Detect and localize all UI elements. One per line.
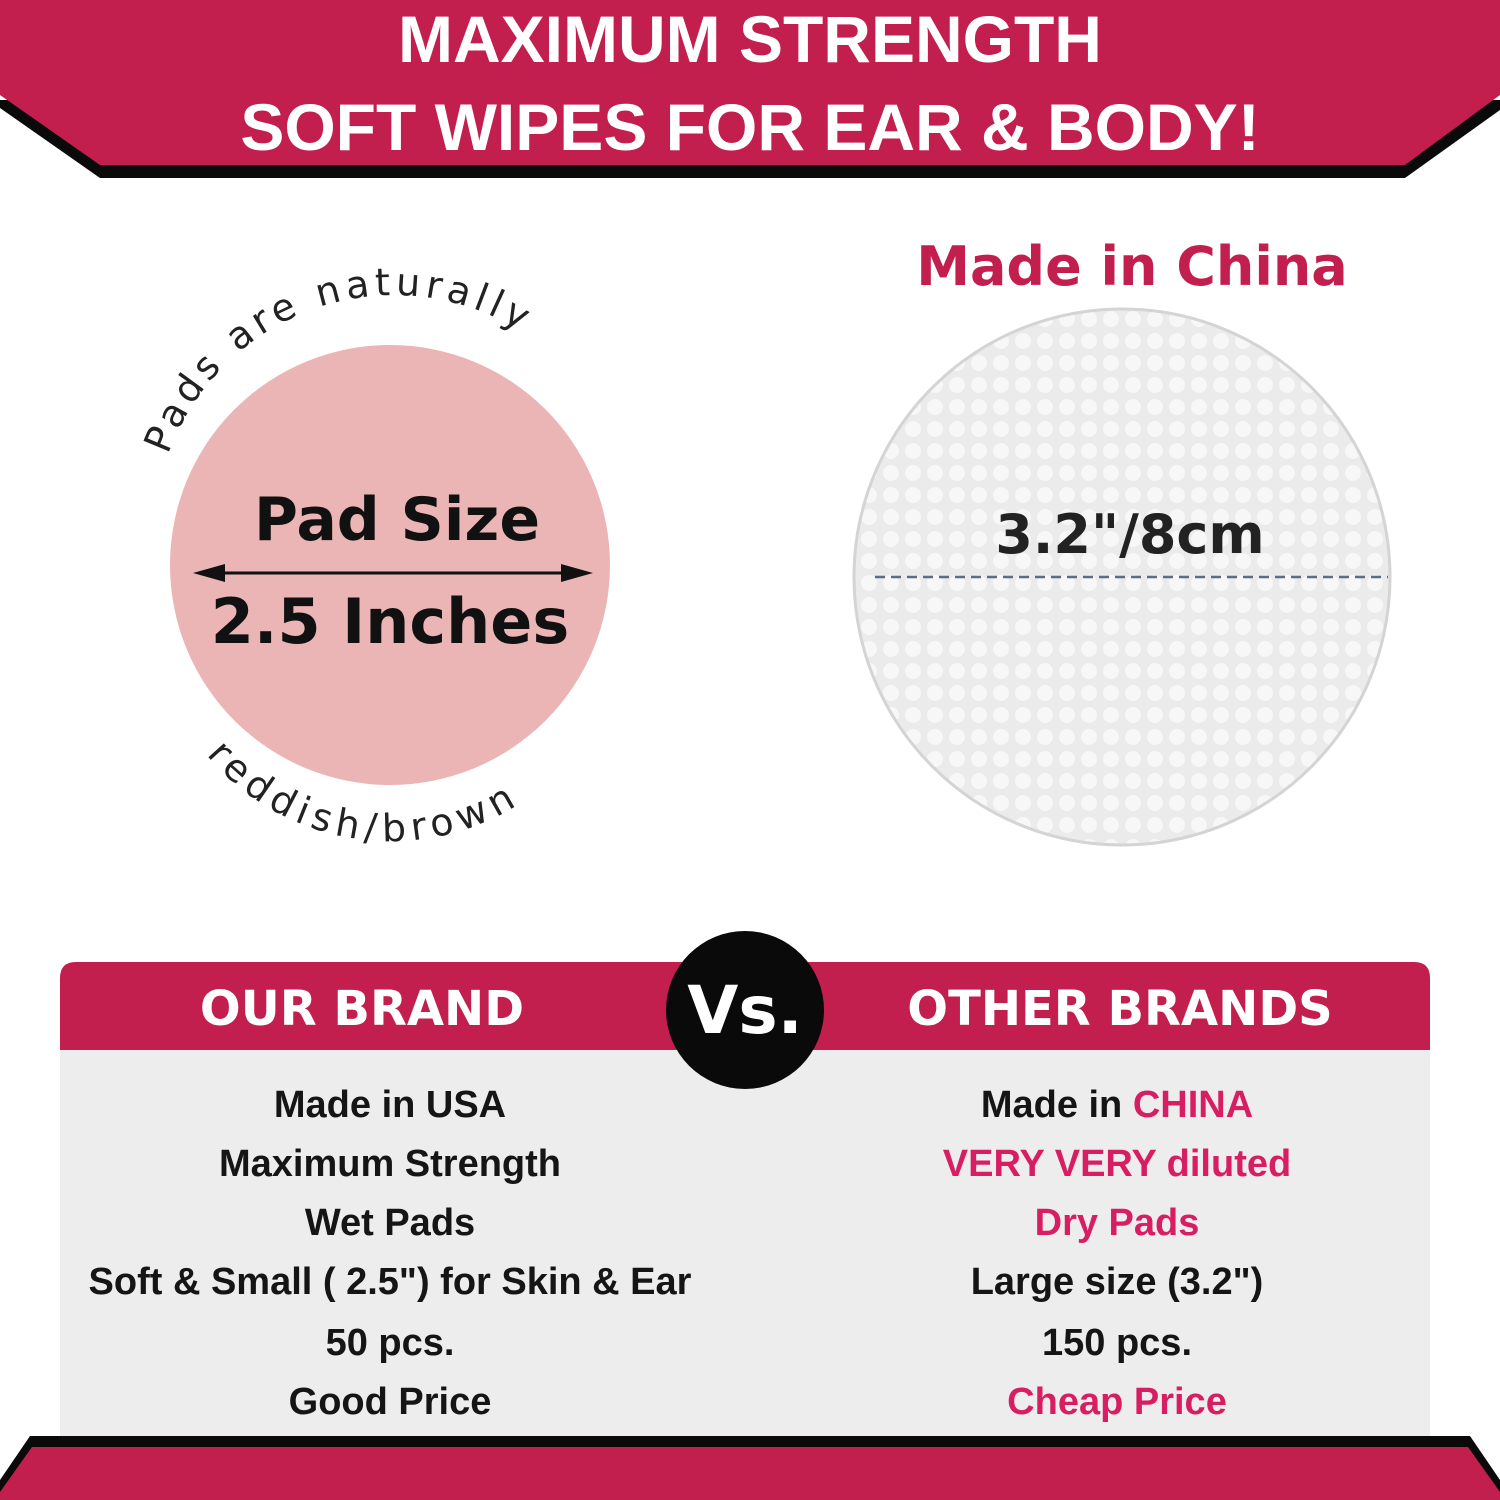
our-brand-row: 50 pcs.	[325, 1322, 455, 1364]
banner-line-1: MAXIMUM STRENGTH	[398, 2, 1102, 76]
our-brand-header: OUR BRAND	[200, 981, 524, 1037]
other-brand-row: Cheap Price	[717, 1379, 1500, 1425]
our-brand-row: Maximum Strength	[218, 1143, 562, 1185]
other-brand-row: Made in CHINA	[717, 1082, 1500, 1128]
other-brand-row: Large size (3.2")	[717, 1259, 1500, 1305]
pad-size-value: 2.5 Inches	[211, 585, 569, 658]
row-text: Large size (3.2")	[970, 1261, 1264, 1303]
comparison-body	[60, 1050, 1430, 1436]
other-brand-row: 150 pcs.	[717, 1320, 1500, 1366]
other-pad-size: 3.2"/8cm	[995, 503, 1264, 566]
vs-badge	[666, 931, 824, 1089]
arrow-head-right	[561, 564, 593, 582]
vs-label: Vs.	[687, 972, 802, 1049]
banner-background	[0, 0, 1500, 165]
our-brand-row: Good Price	[288, 1381, 492, 1423]
row-highlight: CHINA	[1132, 1084, 1254, 1126]
our-brand-row: Made in USA	[273, 1084, 507, 1126]
banner-line-2: SOFT WIPES FOR EAR & BODY!	[240, 90, 1259, 164]
row-text: 150 pcs.	[1042, 1322, 1192, 1364]
other-brand-row: Dry Pads	[717, 1200, 1500, 1246]
pad-size-label: Pad Size	[254, 485, 540, 555]
our-brand-row: Soft & Small ( 2.5") for Skin & Ear	[88, 1261, 692, 1303]
arrow-head-left	[193, 564, 225, 582]
other-pad-title: Made in China	[916, 235, 1347, 298]
other-brand-row: VERY VERY diluted	[717, 1141, 1500, 1187]
row-highlight: Dry Pads	[1034, 1202, 1200, 1244]
row-text: Made in	[980, 1084, 1133, 1126]
our-brand-row: Wet Pads	[304, 1202, 476, 1244]
other-brands-header: OTHER BRANDS	[907, 981, 1332, 1037]
footer-background	[0, 1447, 1500, 1500]
row-highlight: Cheap Price	[1007, 1381, 1227, 1423]
row-highlight: VERY VERY diluted	[942, 1143, 1292, 1185]
our-pad-circle	[170, 345, 610, 785]
